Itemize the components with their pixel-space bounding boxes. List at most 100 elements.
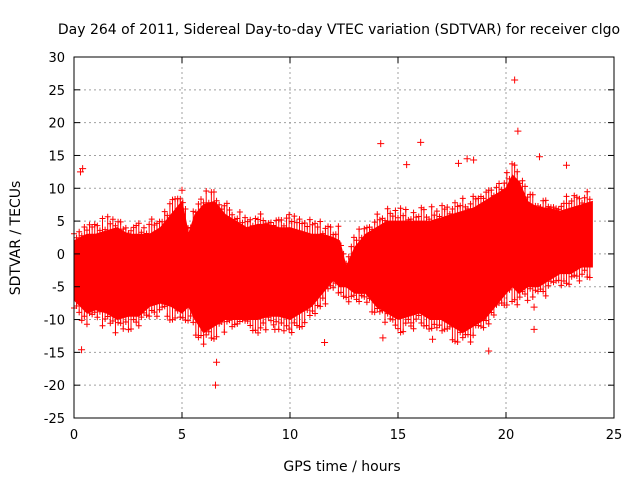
data-point (267, 317, 274, 324)
x-tick-label: 5 (178, 428, 186, 443)
x-tick-label: 0 (70, 428, 78, 443)
data-point (340, 293, 347, 300)
data-point (286, 326, 293, 333)
y-tick-label: 10 (48, 182, 65, 197)
data-point (221, 329, 228, 336)
data-point (560, 200, 567, 207)
data-point (415, 312, 422, 319)
data-point (213, 333, 220, 340)
data-point (395, 325, 401, 332)
data-point-outlier (403, 161, 411, 169)
data-point (545, 203, 552, 210)
data-point (185, 317, 192, 324)
data-point (255, 216, 262, 223)
data-point (76, 228, 83, 235)
data-point (488, 309, 495, 316)
data-point (345, 298, 352, 305)
y-tick-label: -10 (44, 314, 65, 329)
y-tick-label: 0 (57, 248, 65, 263)
data-point (384, 205, 391, 212)
data-point (200, 341, 207, 348)
data-point (514, 301, 521, 308)
data-point (579, 271, 586, 278)
data-point (242, 214, 249, 221)
data-point (306, 216, 313, 223)
data-point (109, 216, 116, 223)
data-point (146, 313, 153, 320)
data-point (283, 322, 290, 329)
data-point (78, 317, 85, 324)
data-point (187, 312, 194, 319)
data-point-outlier (211, 381, 219, 389)
data-point (553, 205, 560, 212)
data-point (293, 219, 300, 226)
data-point (317, 218, 324, 225)
data-point (402, 206, 409, 213)
data-point (542, 197, 549, 204)
data-point (506, 175, 513, 182)
data-point (371, 309, 378, 316)
plot-frame (73, 56, 615, 419)
data-point (524, 194, 531, 201)
data-point (439, 202, 446, 209)
data-point (400, 212, 407, 219)
data-point (239, 316, 246, 323)
data-point (247, 216, 254, 223)
x-tick-label: 15 (390, 428, 407, 443)
data-point (89, 224, 96, 231)
data-point (325, 285, 332, 292)
data-point (283, 215, 290, 222)
data-point (73, 303, 80, 310)
y-tick-label: -20 (44, 379, 65, 394)
data-point (332, 231, 339, 238)
data-point (563, 280, 570, 287)
data-point (446, 323, 453, 330)
data-point (547, 278, 554, 285)
data-point-outlier (357, 289, 365, 297)
data-point (475, 322, 482, 329)
data-point (343, 260, 350, 267)
data-point (464, 205, 471, 212)
data-point (314, 302, 321, 309)
data-point (501, 180, 508, 187)
data-point (229, 211, 236, 218)
data-point-outlier (530, 325, 538, 333)
data-point (270, 321, 277, 328)
data-point (265, 220, 272, 227)
data-point-outlier (514, 127, 522, 135)
x-tick-label: 20 (498, 428, 515, 443)
data-point (304, 307, 311, 314)
data-point (280, 327, 287, 334)
data-point (280, 222, 287, 229)
data-point (532, 287, 539, 294)
data-point (563, 193, 570, 200)
data-point (208, 335, 215, 342)
data-point (387, 210, 394, 217)
data-point (436, 213, 443, 220)
data-point (568, 197, 575, 204)
data-point (470, 332, 477, 339)
data-point (234, 215, 241, 222)
data-point (431, 212, 438, 219)
data-point (107, 220, 114, 227)
y-tick-label: 25 (48, 84, 65, 99)
x-tick-label: 10 (282, 428, 299, 443)
data-point (135, 220, 142, 227)
data-point (73, 234, 80, 241)
data-point (423, 322, 430, 329)
data-point (454, 203, 461, 210)
data-point (293, 322, 300, 329)
data-point (192, 209, 199, 216)
data-point (306, 312, 313, 319)
data-point-outlier (78, 346, 86, 354)
y-axis-label: SDTVAR / TECUs (8, 181, 24, 296)
data-point (340, 250, 347, 257)
data-point (498, 186, 505, 193)
data-point (81, 224, 88, 231)
data-point (348, 293, 355, 300)
data-point (213, 197, 220, 204)
data-point (104, 213, 111, 220)
data-point (470, 193, 477, 200)
data-point (76, 309, 83, 316)
data-point (247, 322, 254, 329)
